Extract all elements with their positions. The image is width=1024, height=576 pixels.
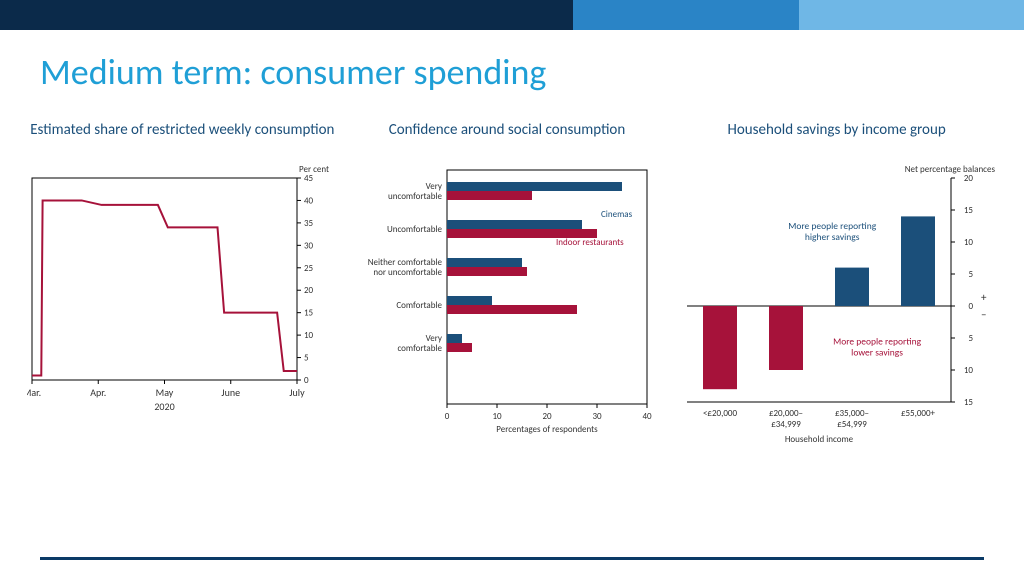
svg-text:2020: 2020 — [155, 400, 175, 413]
svg-text:£54,999: £54,999 — [837, 419, 867, 430]
svg-text:Per cent: Per cent — [299, 164, 329, 175]
slide-title: Medium term: consumer spending — [40, 50, 1024, 94]
charts-row: Estimated share of restricted weekly con… — [0, 110, 1024, 455]
svg-text:0: 0 — [445, 411, 450, 422]
svg-text:40: 40 — [642, 411, 652, 422]
svg-text:35: 35 — [304, 218, 314, 229]
svg-text:Household income: Household income — [784, 434, 853, 445]
svg-text:0: 0 — [968, 301, 973, 312]
svg-text:20: 20 — [964, 173, 974, 184]
svg-text:May: May — [156, 386, 174, 399]
svg-text:30: 30 — [304, 240, 314, 251]
svg-text:20: 20 — [542, 411, 552, 422]
svg-text:30: 30 — [592, 411, 602, 422]
svg-text:15: 15 — [964, 205, 974, 216]
svg-text:£55,000+: £55,000+ — [901, 408, 936, 419]
svg-text:comfortable: comfortable — [397, 343, 442, 354]
svg-text:nor uncomfortable: nor uncomfortable — [373, 267, 442, 278]
svg-text:higher savings: higher savings — [805, 231, 860, 243]
chart2-svg: 010203040Percentages of respondentsVeryu… — [352, 160, 662, 440]
svg-text:Cinemas: Cinemas — [601, 209, 633, 220]
top-banner — [0, 0, 1024, 30]
svg-text:<£20,000: <£20,000 — [703, 408, 738, 419]
chart1-block: Estimated share of restricted weekly con… — [27, 110, 337, 455]
chart3-area: Net percentage balances 0 5 10 15 20 5 10 15 + – <£… — [677, 160, 997, 455]
svg-text:10: 10 — [304, 330, 314, 341]
svg-text:10: 10 — [964, 237, 974, 248]
banner-seg-1 — [0, 0, 573, 30]
chart3-block: Household savings by income group Net pe… — [677, 110, 997, 455]
svg-text:July: July — [290, 386, 306, 399]
svg-text:£35,000–: £35,000– — [835, 408, 869, 419]
svg-text:25: 25 — [304, 263, 314, 274]
svg-text:40: 40 — [304, 195, 314, 206]
svg-text:Apr.: Apr. — [91, 386, 107, 399]
svg-text:Net percentage balances: Net percentage balances — [904, 164, 995, 175]
svg-text:20: 20 — [304, 285, 314, 296]
chart2-title: Confidence around social consumption — [389, 110, 625, 150]
svg-text:5: 5 — [968, 269, 973, 280]
svg-text:Percentages of respondents: Percentages of respondents — [496, 424, 598, 435]
svg-text:£20,000–: £20,000– — [769, 408, 803, 419]
svg-text:0: 0 — [304, 375, 309, 386]
svg-text:Comfortable: Comfortable — [396, 300, 442, 311]
chart3-title: Household savings by income group — [728, 110, 946, 150]
chart1-svg: 051015202530354045Per centMar.Apr.MayJun… — [27, 160, 337, 420]
svg-text:15: 15 — [304, 308, 314, 319]
svg-text:lower savings: lower savings — [851, 346, 903, 358]
svg-text:uncomfortable: uncomfortable — [388, 191, 443, 202]
svg-text:5: 5 — [304, 353, 309, 364]
svg-text:Indoor restaurants: Indoor restaurants — [556, 237, 624, 248]
svg-text:£34,999: £34,999 — [771, 419, 801, 430]
svg-text:+: + — [981, 291, 987, 304]
svg-text:10: 10 — [492, 411, 502, 422]
chart1-area: 051015202530354045Per centMar.Apr.MayJun… — [27, 160, 337, 425]
chart3-svg: Net percentage balances 0 5 10 15 20 5 10 15 + – <£… — [677, 160, 997, 450]
svg-text:15: 15 — [964, 397, 974, 408]
svg-text:–: – — [981, 308, 986, 321]
bottom-rule — [40, 557, 984, 560]
svg-text:5: 5 — [968, 333, 973, 344]
svg-text:10: 10 — [964, 365, 974, 376]
chart2-block: Confidence around social consumption 0 10… — [352, 110, 662, 455]
svg-text:Mar.: Mar. — [27, 386, 41, 399]
svg-text:Uncomfortable: Uncomfortable — [387, 224, 443, 235]
svg-text:June: June — [222, 386, 241, 399]
banner-seg-3 — [799, 0, 1024, 30]
chart1-title: Estimated share of restricted weekly con… — [30, 110, 334, 150]
chart2-area: 010203040Percentages of respondentsVeryu… — [352, 160, 662, 445]
banner-seg-2 — [573, 0, 798, 30]
